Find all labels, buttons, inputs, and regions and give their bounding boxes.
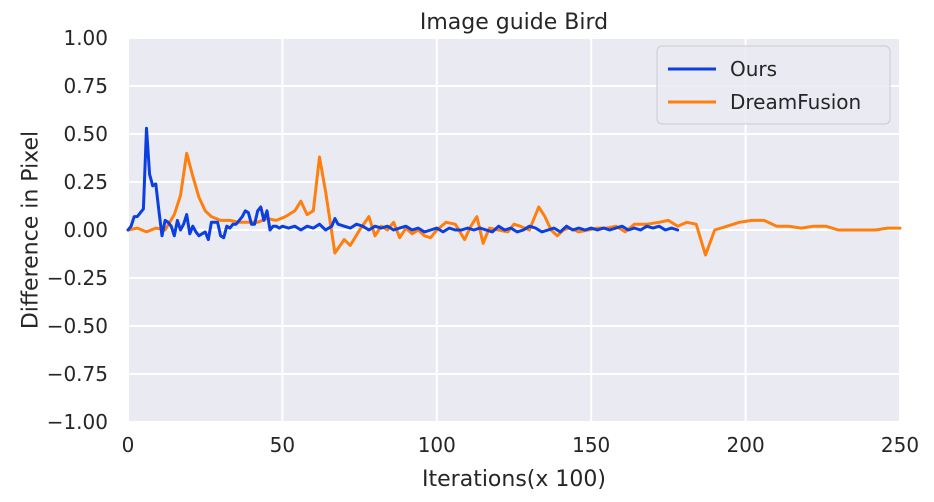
chart-title: Image guide Bird [420, 10, 608, 35]
x-tick-label: 100 [418, 433, 456, 457]
series-line-dreamfusion [126, 151, 902, 257]
y-tick-label: −0.75 [47, 362, 108, 386]
legend-label: DreamFusion [730, 90, 861, 114]
y-tick-label: −0.50 [47, 314, 108, 338]
x-tick-label: 150 [572, 433, 610, 457]
y-tick-label: 0.00 [63, 218, 108, 242]
x-tick-label: 250 [881, 433, 919, 457]
y-tick-label: 0.25 [63, 170, 108, 194]
x-tick-label: 0 [122, 433, 135, 457]
y-tick-label: −0.25 [47, 266, 108, 290]
legend-label: Ours [730, 57, 777, 81]
y-tick-label: 1.00 [63, 26, 108, 50]
tick-labels: 0 50 100 150 200 250 1.00 0.75 0.50 0.25 0.00 −0.25… [47, 26, 919, 457]
y-axis-title: Difference in Pixel [19, 131, 44, 329]
y-tick-label: 0.50 [63, 122, 108, 146]
x-tick-label: 50 [270, 433, 295, 457]
y-tick-label: −1.00 [47, 410, 108, 434]
legend-box [656, 45, 891, 125]
legend: Ours DreamFusion [656, 45, 891, 125]
y-tick-label: 0.75 [63, 74, 108, 98]
x-axis-title: Iterations(x 100) [422, 467, 606, 492]
x-tick-label: 200 [727, 433, 765, 457]
series-line-ours [126, 126, 680, 242]
series-layer [126, 126, 902, 257]
